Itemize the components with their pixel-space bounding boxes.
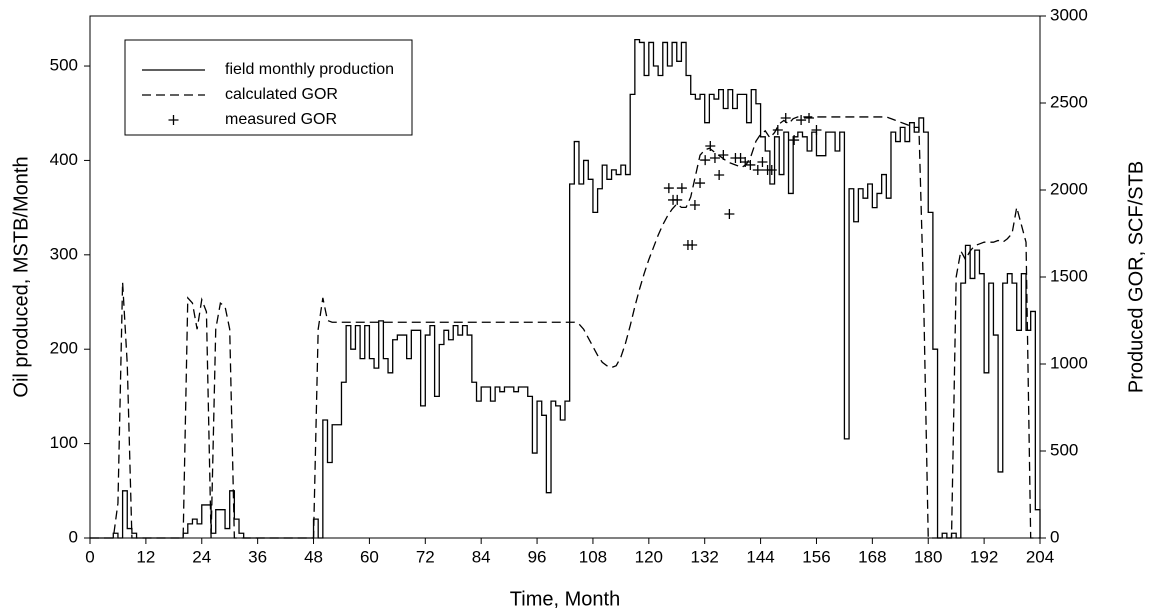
measured-point (772, 124, 783, 135)
series-line (90, 116, 1040, 539)
y2-tick-label: 500 (1050, 440, 1078, 459)
x-tick-label: 24 (192, 547, 211, 566)
y-tick-label: 0 (69, 527, 78, 546)
y-tick-label: 400 (50, 150, 78, 169)
measured-point (689, 199, 700, 210)
y-tick-label: 300 (50, 244, 78, 263)
y2-tick-label: 0 (1050, 527, 1059, 546)
measured-point (789, 135, 800, 146)
legend-swatch (168, 115, 179, 125)
y-tick-label: 500 (50, 56, 78, 75)
x-tick-label: 48 (304, 547, 323, 566)
y-axis-label: Oil produced, MSTB/Month (10, 156, 32, 397)
x-tick-label: 204 (1026, 547, 1054, 566)
measured-point (780, 112, 791, 123)
y2-tick-label: 3000 (1050, 5, 1088, 24)
measured-point (766, 164, 777, 175)
x-tick-label: 84 (472, 547, 491, 566)
y2-axis-label: Produced GOR, SCF/STB (1125, 161, 1147, 393)
y2-tick-label: 2500 (1050, 92, 1088, 111)
measured-point (752, 164, 763, 175)
legend-label: measured GOR (225, 111, 337, 128)
x-tick-label: 108 (579, 547, 607, 566)
measured-point (695, 178, 706, 189)
x-tick-label: 60 (360, 547, 379, 566)
x-tick-label: 96 (528, 547, 547, 566)
x-axis-label: Time, Month (510, 588, 620, 610)
x-tick-label: 180 (914, 547, 942, 566)
y-tick-label: 200 (50, 339, 78, 358)
measured-point (796, 115, 807, 126)
measured-point (804, 112, 815, 123)
y2-tick-label: 2000 (1050, 179, 1088, 198)
x-tick-label: 156 (802, 547, 830, 566)
x-tick-label: 144 (746, 547, 774, 566)
measured-point (687, 239, 698, 250)
measured-point (672, 194, 683, 205)
legend-label: calculated GOR (225, 86, 338, 103)
y-tick-label: 100 (50, 433, 78, 452)
legend-label: field monthly production (225, 61, 394, 78)
x-tick-label: 168 (858, 547, 886, 566)
x-tick-label: 132 (691, 547, 719, 566)
x-tick-label: 36 (248, 547, 267, 566)
measured-point (718, 150, 729, 161)
measured-point (745, 159, 756, 170)
x-tick-label: 72 (416, 547, 435, 566)
y2-tick-label: 1000 (1050, 353, 1088, 372)
legend-box (124, 39, 413, 136)
measured-point (740, 156, 751, 167)
measured-point (663, 183, 674, 194)
x-tick-label: 12 (136, 547, 155, 566)
measured-point (714, 170, 725, 181)
x-tick-label: 0 (85, 547, 94, 566)
measured-point (700, 155, 711, 166)
y2-tick-label: 1500 (1050, 266, 1088, 285)
measured-point (709, 152, 720, 163)
x-tick-label: 120 (635, 547, 663, 566)
measured-point (757, 156, 768, 167)
measured-point (735, 152, 746, 163)
measured-point (811, 124, 822, 135)
x-tick-label: 192 (970, 547, 998, 566)
measured-point (724, 209, 735, 220)
measured-point (676, 183, 687, 194)
measured-point (705, 140, 716, 151)
series-line (90, 38, 1041, 539)
